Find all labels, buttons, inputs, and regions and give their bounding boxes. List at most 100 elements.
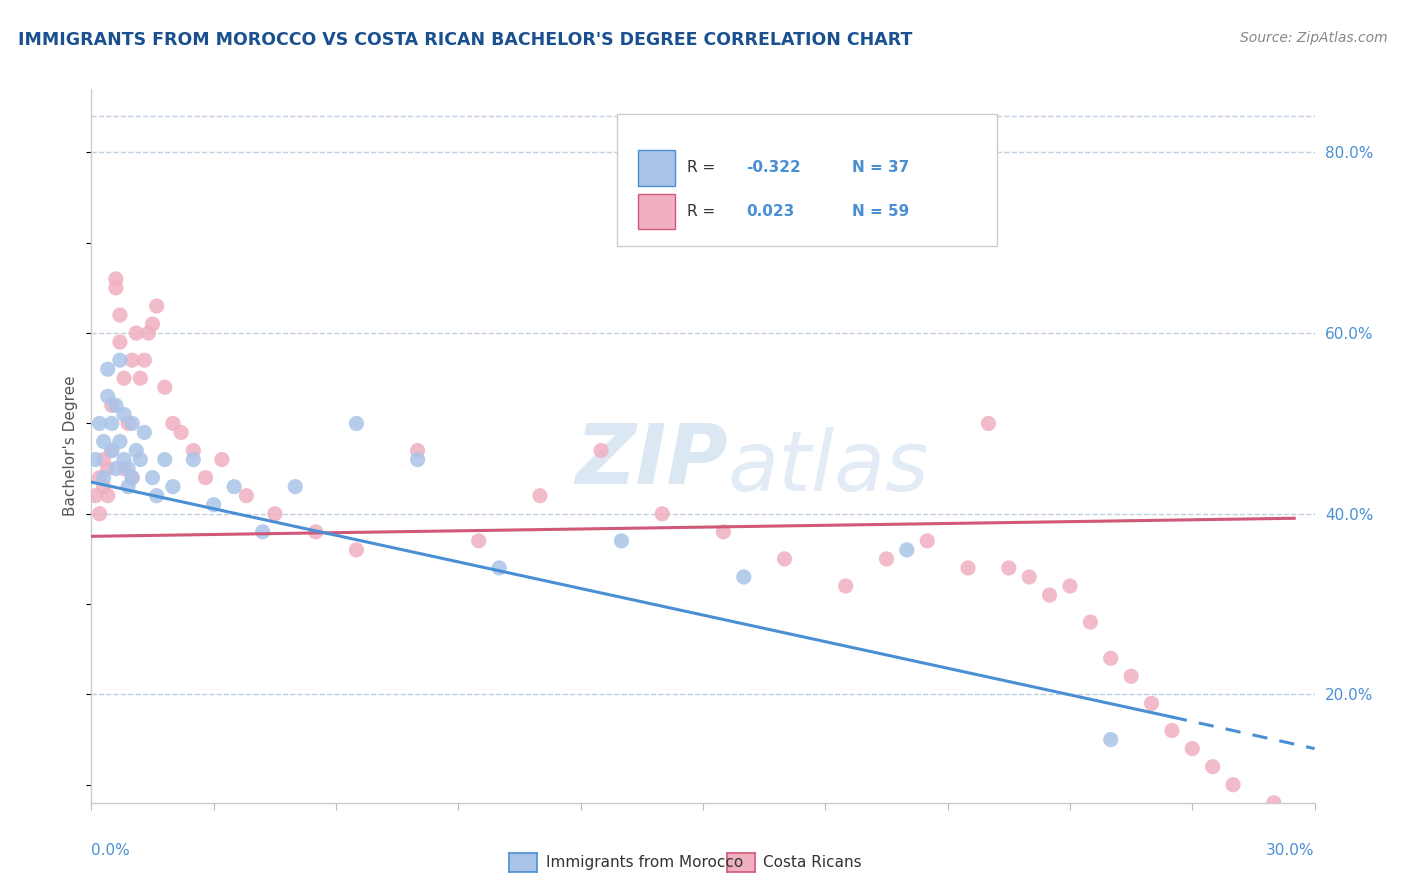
Point xyxy=(93,434,115,449)
Point xyxy=(998,561,1021,575)
Point xyxy=(896,542,918,557)
Point xyxy=(89,507,111,521)
FancyBboxPatch shape xyxy=(638,150,675,186)
Point xyxy=(488,561,510,575)
Point xyxy=(211,452,233,467)
Point xyxy=(121,417,143,431)
Point xyxy=(93,452,115,467)
Text: N = 59: N = 59 xyxy=(852,204,910,219)
Point xyxy=(125,443,148,458)
Point xyxy=(129,371,152,385)
Point xyxy=(93,480,115,494)
Point xyxy=(153,452,176,467)
Text: -0.322: -0.322 xyxy=(745,161,800,175)
Point xyxy=(1018,570,1040,584)
Point xyxy=(138,326,160,340)
FancyBboxPatch shape xyxy=(617,114,997,246)
Point xyxy=(97,362,120,376)
Point xyxy=(875,552,898,566)
Point xyxy=(101,443,124,458)
Text: 30.0%: 30.0% xyxy=(1267,843,1315,858)
Point xyxy=(112,371,135,385)
Point xyxy=(101,443,124,458)
Text: atlas: atlas xyxy=(727,427,929,508)
Point xyxy=(141,470,163,484)
Point xyxy=(108,353,131,368)
Point xyxy=(235,489,257,503)
Point xyxy=(141,317,163,331)
Point xyxy=(835,579,858,593)
Point xyxy=(956,561,979,575)
Point xyxy=(1140,697,1163,711)
Point xyxy=(104,281,127,295)
Point xyxy=(97,461,120,475)
Point xyxy=(1080,615,1102,629)
Point xyxy=(112,461,135,475)
Point xyxy=(1222,778,1244,792)
Point xyxy=(202,498,225,512)
Text: Costa Ricans: Costa Ricans xyxy=(763,855,862,870)
Y-axis label: Bachelor's Degree: Bachelor's Degree xyxy=(63,376,79,516)
Point xyxy=(1099,651,1122,665)
Text: Source: ZipAtlas.com: Source: ZipAtlas.com xyxy=(1240,31,1388,45)
Point xyxy=(529,489,551,503)
Point xyxy=(84,489,107,503)
Point xyxy=(84,452,107,467)
Text: ZIP: ZIP xyxy=(575,420,727,500)
Point xyxy=(194,470,217,484)
Point xyxy=(1038,588,1062,602)
Point xyxy=(108,335,131,350)
Point xyxy=(183,443,205,458)
Point xyxy=(121,353,143,368)
Text: IMMIGRANTS FROM MOROCCO VS COSTA RICAN BACHELOR'S DEGREE CORRELATION CHART: IMMIGRANTS FROM MOROCCO VS COSTA RICAN B… xyxy=(18,31,912,49)
Point xyxy=(134,425,156,440)
Text: R =: R = xyxy=(688,204,720,219)
Point xyxy=(1181,741,1204,756)
Point xyxy=(222,480,246,494)
Point xyxy=(145,489,167,503)
Point xyxy=(1202,759,1225,773)
Point xyxy=(252,524,274,539)
Point xyxy=(183,452,205,467)
Point xyxy=(153,380,176,394)
Point xyxy=(121,470,143,484)
Point xyxy=(117,417,139,431)
Point xyxy=(93,470,115,484)
Point xyxy=(108,308,131,322)
Point xyxy=(145,299,167,313)
Point xyxy=(101,398,124,412)
Point xyxy=(121,470,143,484)
Point xyxy=(1099,732,1122,747)
Point xyxy=(264,507,287,521)
Point xyxy=(733,570,755,584)
Point xyxy=(162,480,184,494)
Point xyxy=(89,417,111,431)
Point xyxy=(97,489,120,503)
Point xyxy=(284,480,307,494)
Text: 0.0%: 0.0% xyxy=(91,843,131,858)
Point xyxy=(346,417,368,431)
Point xyxy=(117,461,139,475)
Point xyxy=(467,533,491,548)
Text: 0.023: 0.023 xyxy=(745,204,794,219)
Point xyxy=(97,389,120,403)
Point xyxy=(108,434,131,449)
Point xyxy=(112,408,135,422)
Point xyxy=(89,470,111,484)
Point xyxy=(610,533,633,548)
Point xyxy=(591,443,613,458)
Point xyxy=(651,507,673,521)
Text: R =: R = xyxy=(688,161,720,175)
Point xyxy=(406,443,429,458)
Point xyxy=(104,461,127,475)
Point xyxy=(170,425,193,440)
Text: N = 37: N = 37 xyxy=(852,161,910,175)
Point xyxy=(1059,579,1081,593)
Point xyxy=(773,552,796,566)
Point xyxy=(977,417,1000,431)
Point xyxy=(1263,796,1285,810)
Point xyxy=(104,398,127,412)
Point xyxy=(117,480,139,494)
Point xyxy=(346,542,368,557)
Point xyxy=(162,417,184,431)
